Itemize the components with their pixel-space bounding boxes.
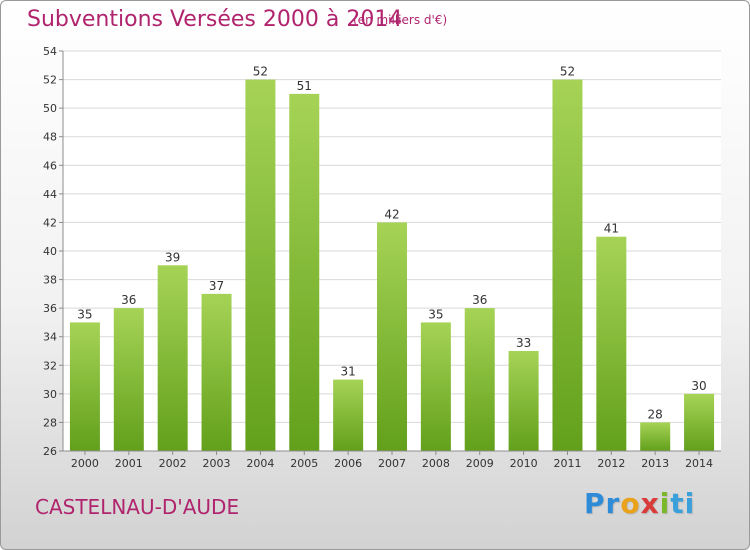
y-tick-label: 26 xyxy=(43,445,57,458)
data-label-2014: 30 xyxy=(691,379,706,393)
data-labels: 35 36 39 37 52 51 31 42 35 36 33 52 41 28 30 xyxy=(77,65,706,422)
logo-letter: x xyxy=(640,487,660,520)
bar-2005 xyxy=(289,93,320,451)
bar-2000 xyxy=(69,322,100,451)
data-label-2001: 36 xyxy=(121,293,136,307)
chart-title: Subventions Versées 2000 à 2014 xyxy=(27,7,403,32)
bars xyxy=(69,79,715,452)
bar-2012 xyxy=(596,236,627,451)
bar-2013 xyxy=(640,422,671,451)
data-label-2004: 52 xyxy=(253,65,268,79)
x-tick-label: 2014 xyxy=(685,457,713,470)
x-tick-label: 2011 xyxy=(553,457,581,470)
x-axis-ticks: 2000 2001 2002 2003 2004 2005 2006 2007 2008 2009… xyxy=(71,451,713,470)
x-tick-label: 2000 xyxy=(71,457,99,470)
bar-2004 xyxy=(245,79,276,452)
y-tick-label: 50 xyxy=(43,102,57,115)
data-label-2013: 28 xyxy=(648,407,663,421)
data-label-2003: 37 xyxy=(209,279,224,293)
x-tick-label: 2010 xyxy=(510,457,538,470)
bar-2008 xyxy=(420,322,451,451)
y-tick-label: 34 xyxy=(43,331,57,344)
logo-letter: P xyxy=(584,487,606,520)
logo-letter: r xyxy=(605,487,621,520)
data-label-2006: 31 xyxy=(340,365,355,379)
bar-2007 xyxy=(377,222,407,451)
bar-2010 xyxy=(508,351,539,451)
bar-2002 xyxy=(157,265,188,451)
logo-letter: o xyxy=(620,487,641,520)
y-tick-label: 44 xyxy=(43,188,57,201)
x-tick-label: 2008 xyxy=(422,457,450,470)
bar-2003 xyxy=(201,293,232,451)
x-tick-label: 2012 xyxy=(597,457,625,470)
data-label-2012: 41 xyxy=(604,222,619,236)
y-tick-label: 40 xyxy=(43,245,57,258)
x-tick-label: 2004 xyxy=(246,457,274,470)
data-label-2010: 33 xyxy=(516,336,531,350)
bar-2014 xyxy=(684,393,715,451)
y-tick-label: 46 xyxy=(43,159,57,172)
x-tick-label: 2005 xyxy=(290,457,318,470)
y-tick-label: 42 xyxy=(43,216,57,229)
proxiti-logo[interactable]: Proxiti xyxy=(584,487,695,520)
bar-2001 xyxy=(113,308,144,451)
y-tick-label: 38 xyxy=(43,274,57,287)
data-label-2008: 35 xyxy=(428,307,443,321)
data-label-2000: 35 xyxy=(77,307,92,321)
x-tick-label: 2002 xyxy=(159,457,187,470)
x-tick-label: 2001 xyxy=(115,457,143,470)
y-tick-label: 54 xyxy=(43,45,57,58)
data-label-2007: 42 xyxy=(384,207,399,221)
data-label-2005: 51 xyxy=(297,79,312,93)
bar-2006 xyxy=(333,379,364,451)
y-tick-label: 52 xyxy=(43,74,57,87)
x-tick-label: 2013 xyxy=(641,457,669,470)
logo-letter: ti xyxy=(670,487,696,520)
x-tick-label: 2006 xyxy=(334,457,362,470)
y-tick-label: 28 xyxy=(43,416,57,429)
y-tick-label: 36 xyxy=(43,302,57,315)
y-tick-label: 48 xyxy=(43,131,57,144)
x-tick-label: 2007 xyxy=(378,457,406,470)
y-tick-label: 32 xyxy=(43,359,57,372)
bar-2011 xyxy=(552,79,583,452)
data-label-2009: 36 xyxy=(472,293,487,307)
bar-2009 xyxy=(464,308,495,451)
logo-letter: i xyxy=(659,487,671,520)
y-axis-ticks: 26 28 30 32 34 36 38 40 42 44 46 48 50 52 54 xyxy=(43,45,63,458)
y-tick-label: 30 xyxy=(43,388,57,401)
x-tick-label: 2009 xyxy=(466,457,494,470)
x-tick-label: 2003 xyxy=(203,457,231,470)
data-label-2011: 52 xyxy=(560,65,575,79)
commune-name: CASTELNAU-D'AUDE xyxy=(35,495,240,519)
data-label-2002: 39 xyxy=(165,250,180,264)
unit-label: (en milliers d'€) xyxy=(353,13,448,27)
